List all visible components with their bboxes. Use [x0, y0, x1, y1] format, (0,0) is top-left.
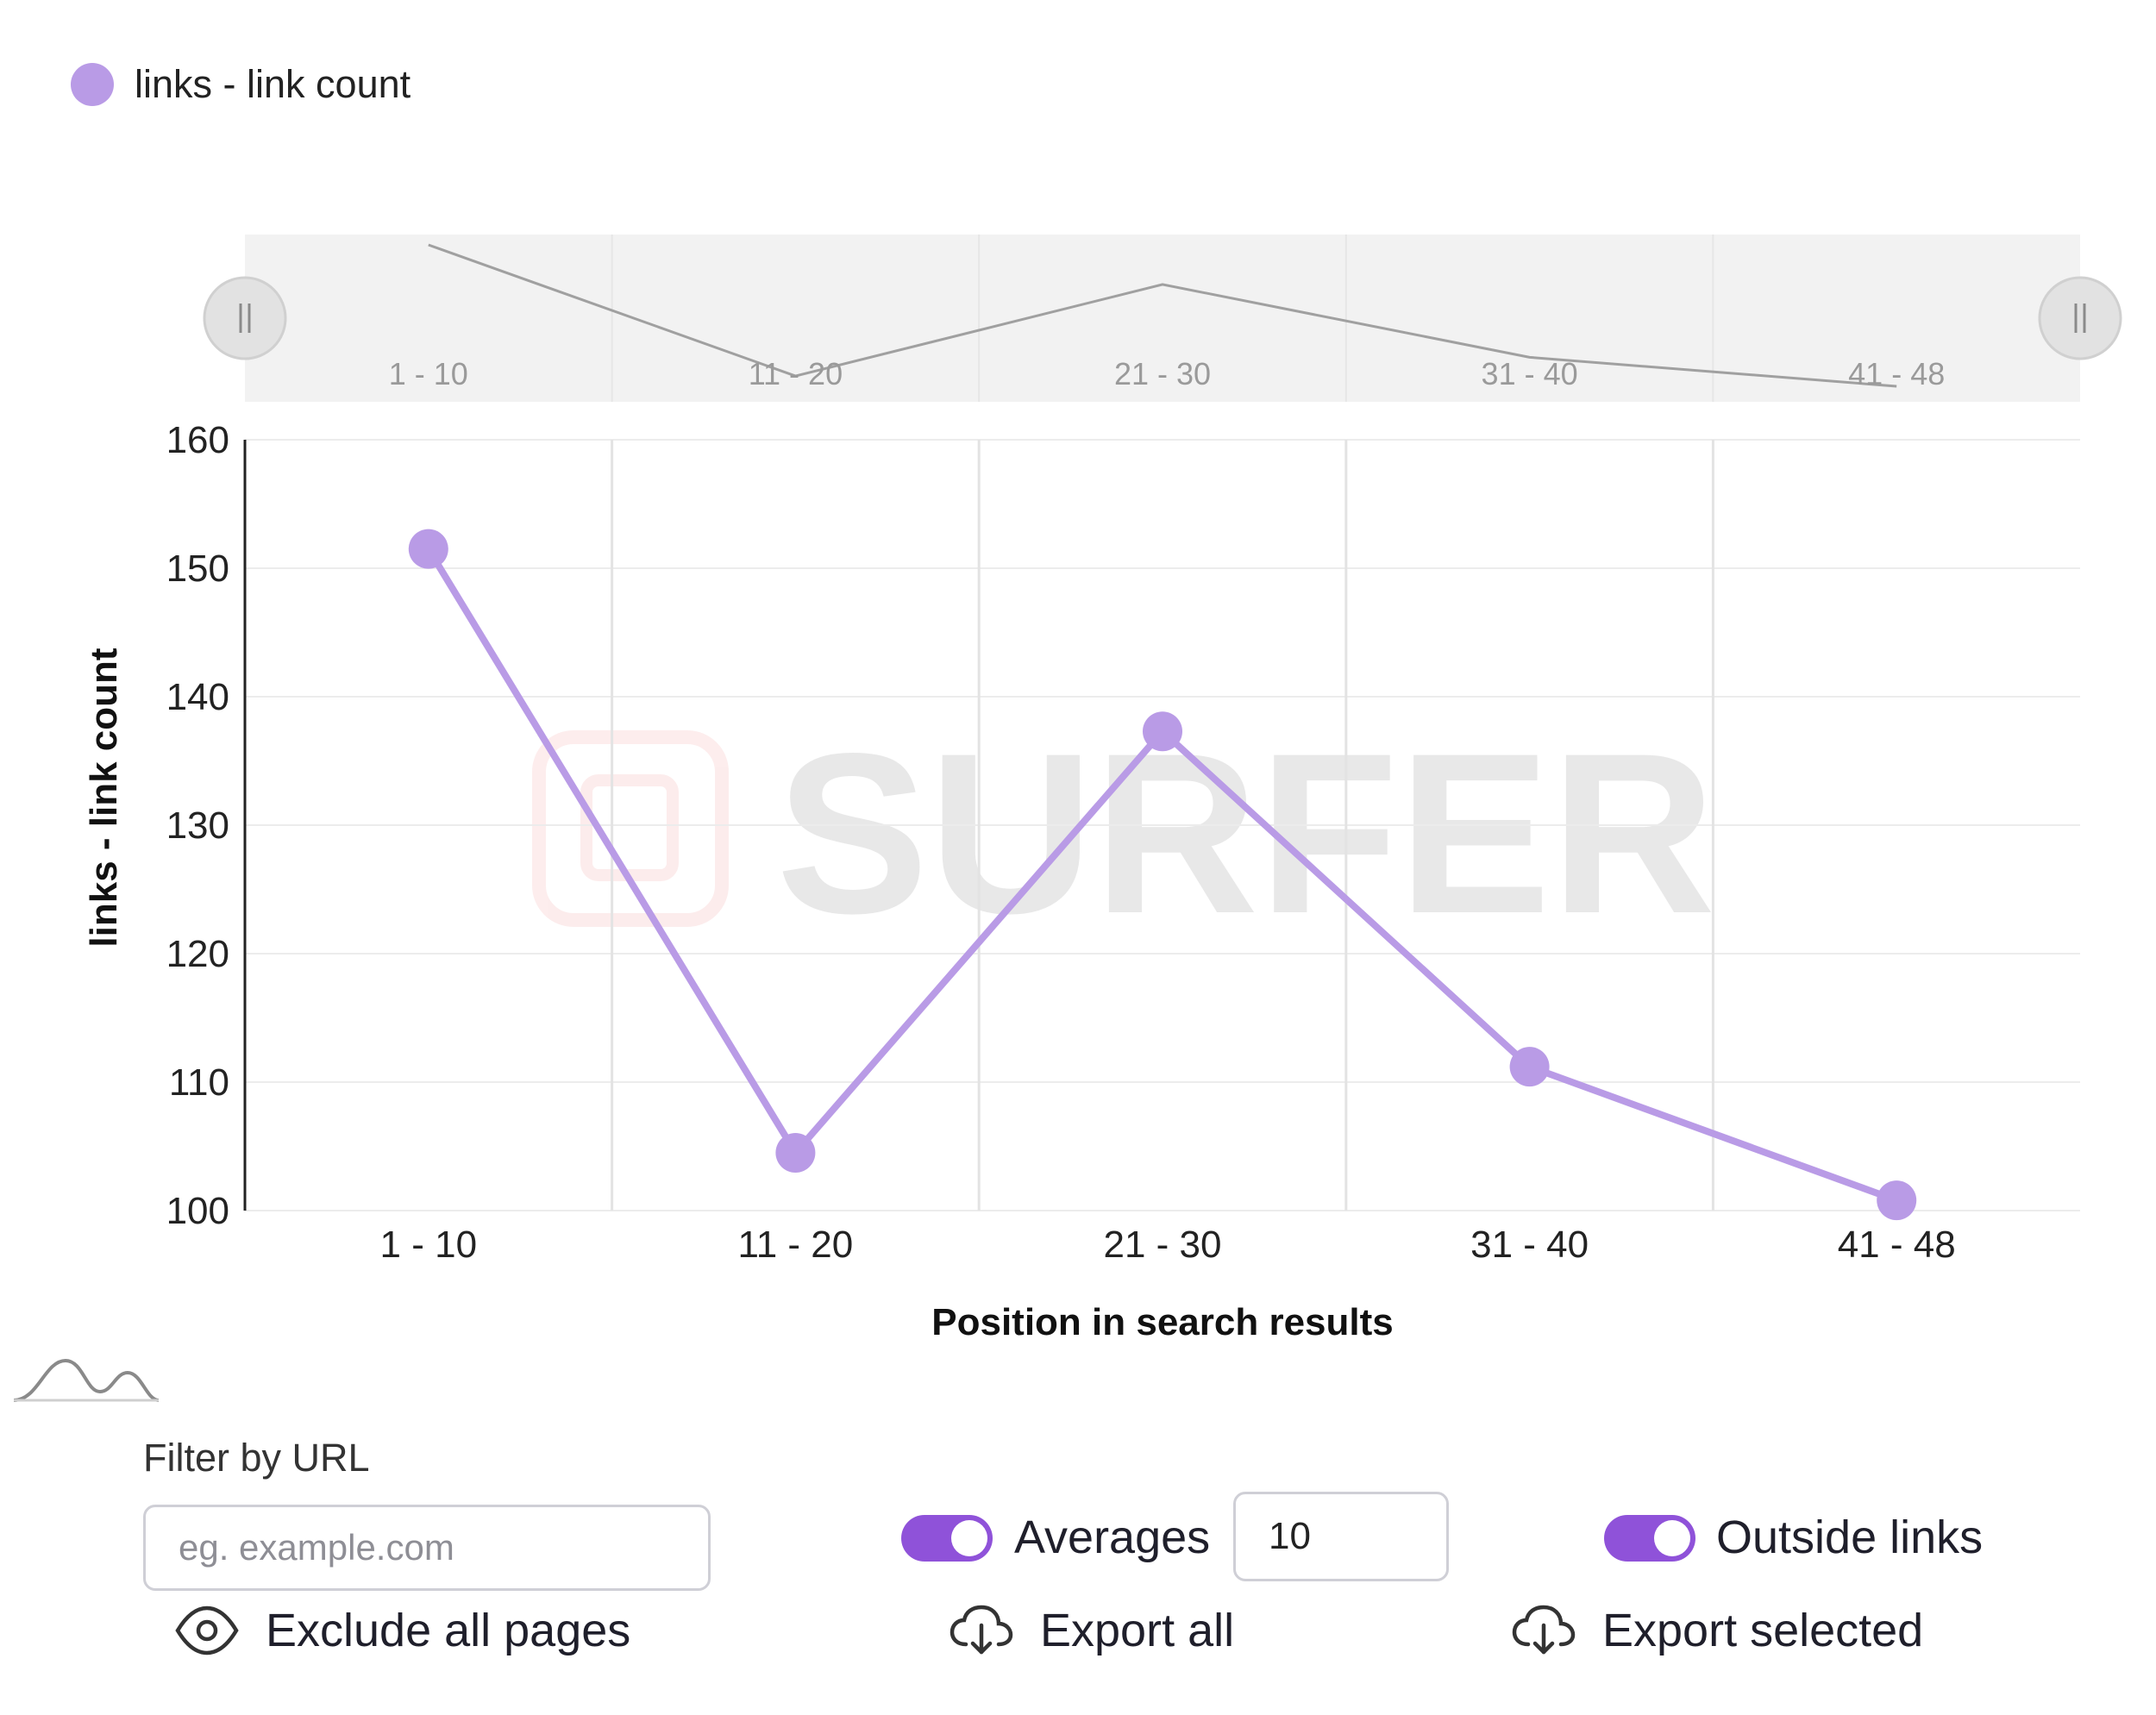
toggle-knob — [951, 1520, 987, 1556]
y-axis-ticks: 100 110 120 130 140 150 160 — [166, 419, 229, 1232]
outside-links-label: Outside links — [1716, 1512, 1984, 1563]
x-tick-label: 31 - 40 — [1470, 1224, 1589, 1266]
y-tick-label: 150 — [166, 548, 229, 590]
data-point[interactable] — [775, 1132, 816, 1173]
y-axis-label: links - link count — [83, 648, 125, 947]
chart-grid — [245, 439, 2080, 1211]
surfer-watermark: SURFER — [532, 706, 1716, 961]
y-tick-label: 110 — [169, 1061, 229, 1104]
data-point[interactable] — [1143, 711, 1182, 752]
export-selected-button[interactable]: Export selected — [1511, 1604, 1923, 1657]
data-point[interactable] — [408, 529, 448, 569]
url-filter-input[interactable] — [143, 1505, 711, 1591]
navigator-tick-label: 11 - 20 — [749, 356, 843, 391]
x-axis-label: Position in search results — [931, 1301, 1394, 1343]
data-point[interactable] — [1877, 1180, 1917, 1221]
y-tick-label: 140 — [166, 676, 229, 718]
distribution-curve-icon[interactable] — [12, 1354, 160, 1402]
export-all-button[interactable]: Export all — [949, 1604, 1234, 1657]
y-tick-label: 130 — [166, 804, 229, 847]
x-tick-label: 41 - 48 — [1838, 1224, 1956, 1266]
cloud-download-icon — [1512, 1605, 1576, 1655]
y-tick-label: 160 — [166, 419, 229, 461]
navigator-handle-right[interactable] — [2038, 276, 2122, 360]
cloud-download-icon — [950, 1605, 1013, 1655]
navigator-tick-label: 1 - 10 — [389, 356, 468, 391]
navigator-series-line — [428, 243, 1897, 388]
export-all-label: Export all — [1040, 1605, 1235, 1656]
navigator-tick-label: 21 - 30 — [1114, 356, 1211, 391]
navigator-handle-left[interactable] — [203, 276, 287, 360]
eye-icon — [175, 1605, 239, 1656]
y-tick-label: 100 — [166, 1190, 229, 1232]
outside-links-toggle[interactable] — [1604, 1515, 1695, 1562]
watermark-text: SURFER — [776, 706, 1716, 961]
x-tick-label: 21 - 30 — [1104, 1224, 1222, 1266]
navigator-background — [245, 235, 2080, 402]
toggle-knob — [1654, 1520, 1690, 1556]
legend-label: links - link count — [135, 62, 411, 106]
averages-input[interactable] — [1233, 1492, 1449, 1581]
pause-handle-icon — [239, 304, 251, 333]
line-chart: 1 - 10 11 - 20 21 - 30 31 - 40 41 - 48 SURFE… — [83, 235, 2122, 1343]
exclude-all-pages-label: Exclude all pages — [266, 1605, 631, 1656]
y-tick-label: 120 — [166, 933, 229, 975]
averages-toggle[interactable] — [901, 1515, 993, 1562]
x-tick-label: 1 - 10 — [380, 1224, 478, 1266]
chart-legend[interactable]: links - link count — [71, 62, 411, 107]
legend-marker — [71, 63, 114, 106]
exclude-all-pages-button[interactable]: Exclude all pages — [174, 1604, 630, 1657]
x-tick-label: 11 - 20 — [738, 1224, 854, 1266]
averages-label: Averages — [1014, 1512, 1211, 1563]
range-navigator[interactable]: 1 - 10 11 - 20 21 - 30 31 - 40 41 - 48 — [203, 235, 2122, 402]
data-point[interactable] — [1509, 1047, 1550, 1087]
export-selected-label: Export selected — [1602, 1605, 1924, 1656]
x-axis-ticks: 1 - 10 11 - 20 21 - 30 31 - 40 41 - 48 — [380, 1224, 1956, 1266]
navigator-tick-label: 41 - 48 — [1848, 356, 1945, 391]
filter-label: Filter by URL — [143, 1436, 370, 1480]
navigator-tick-label: 31 - 40 — [1482, 356, 1578, 391]
pause-handle-icon — [2074, 304, 2086, 333]
